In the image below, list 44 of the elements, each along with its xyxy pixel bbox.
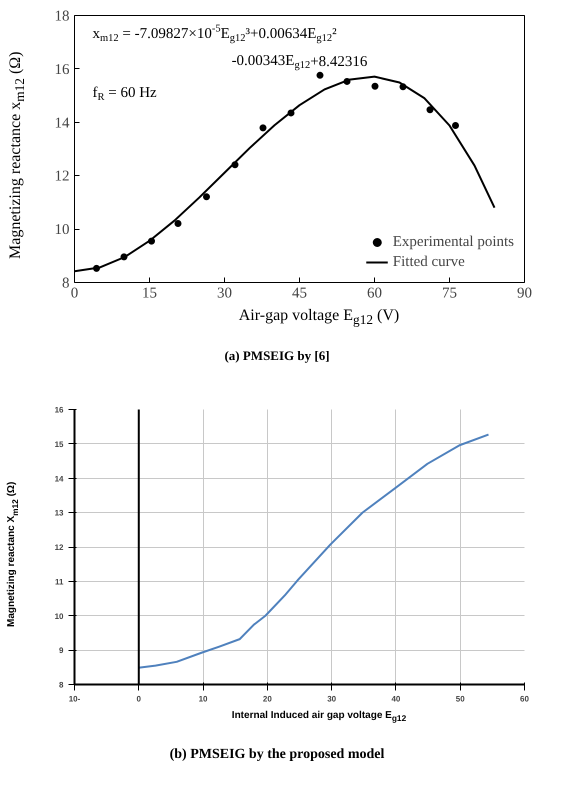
y-tick-label: 8 — [62, 276, 70, 292]
point — [174, 220, 182, 227]
x-tick-label: 10- — [68, 694, 81, 704]
y-tick-label: 18 — [54, 8, 70, 24]
y-tick-label: 16 — [54, 62, 70, 78]
x-tick-label: 90 — [517, 286, 532, 302]
x-tick-label: 10 — [198, 694, 208, 704]
x-tick-label: 0 — [70, 286, 78, 302]
text: (b) PMSEIG by the proposed model — [170, 746, 384, 764]
line-series — [138, 434, 490, 669]
y-tick-label: 12 — [54, 543, 64, 552]
x-tick-label: 50 — [456, 694, 466, 704]
point — [203, 193, 210, 200]
point — [452, 122, 459, 129]
point — [316, 72, 324, 79]
x-tick-label: 0 — [136, 694, 142, 704]
y-tick-label: 12 — [54, 168, 70, 185]
x-axis-title: Air-gap voltage E$_{g12}$ (V) — [238, 306, 400, 330]
y-tick-label: 11 — [55, 577, 64, 586]
x-axis-title: Internal Induced air gap voltage E$_{g12}$ — [232, 709, 406, 725]
point — [260, 124, 266, 132]
y-tick-label: 16 — [54, 406, 64, 414]
y-tick-label: 9 — [59, 646, 64, 656]
x-tick-label: 30 — [327, 694, 337, 704]
x-tick-label: 15 — [142, 286, 157, 302]
x-tick-label: 75 — [442, 286, 457, 302]
x-tick-label: 20 — [262, 694, 272, 704]
y-tick-label: 14 — [54, 474, 64, 484]
x-tick-label: 30 — [217, 286, 232, 302]
y-tick-label: 15 — [54, 440, 64, 449]
y-tick-label: 10 — [54, 612, 64, 621]
y-tick-label: 13 — [54, 508, 64, 518]
x-tick-label: 60 — [367, 286, 382, 302]
x-tick-label: 40 — [391, 694, 401, 704]
y-tick-label: 8 — [59, 680, 64, 690]
text: (a) PMSEIG by [6] — [224, 347, 330, 365]
x-tick-label: 60 — [520, 694, 530, 704]
y-tick-label: 14 — [54, 115, 70, 132]
y-tick-label: 10 — [54, 222, 70, 238]
legend-label: Experimental points — [392, 234, 514, 250]
legend-label: Fitted curve — [392, 254, 465, 270]
point — [426, 106, 434, 114]
x-tick-label: 45 — [292, 286, 307, 302]
point — [372, 82, 378, 90]
